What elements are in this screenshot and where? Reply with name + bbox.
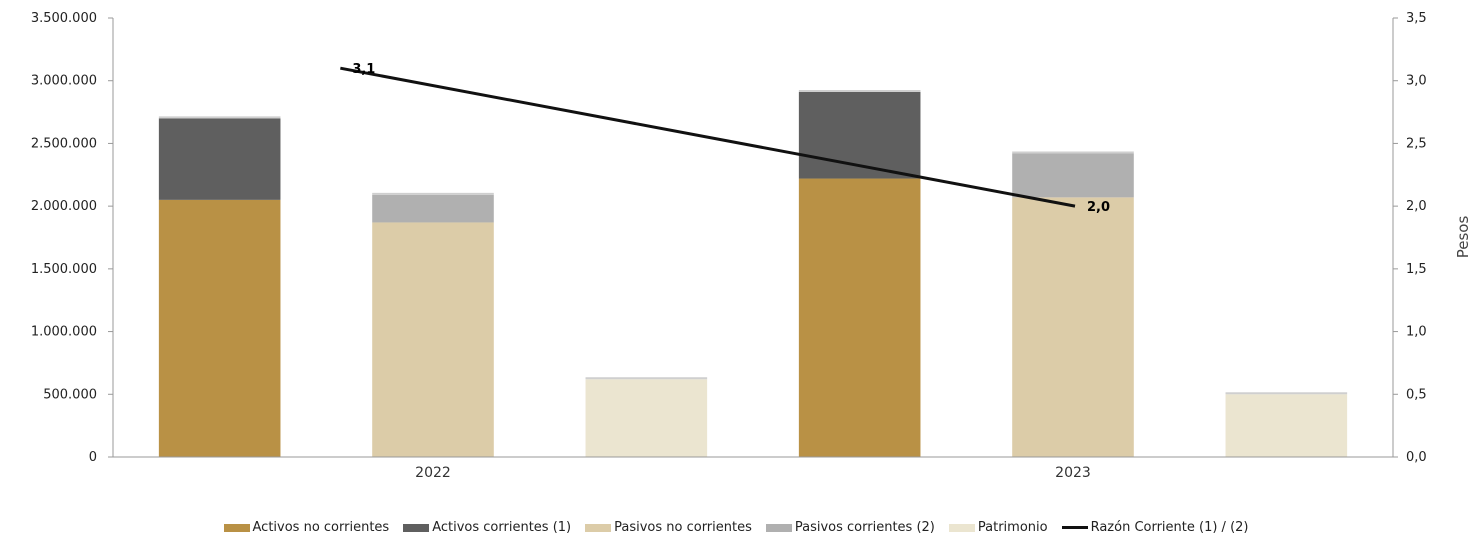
- legend: Activos no corrientes Activos corrientes …: [0, 520, 1472, 535]
- bar: [372, 194, 494, 223]
- bar-top-edge: [1225, 392, 1348, 395]
- ratio-line-path: [340, 66, 1076, 208]
- bar: [158, 199, 281, 457]
- left-axis-ticks: 0 500.000 1.000.000 1.500.000 2.000.000 2.500…: [31, 11, 113, 465]
- chart: 0 500.000 1.000.000 1.500.000 2.000.000 2.500…: [31, 11, 1472, 481]
- bar: [158, 118, 281, 200]
- legend-item: Razón Corriente (1) / (2): [1061, 520, 1249, 535]
- legend-item: Pasivos no corrientes: [585, 520, 752, 535]
- left-tick-label: 3.500.000: [31, 11, 97, 26]
- bar: [1012, 153, 1134, 198]
- right-tick-label: 0,0: [1406, 450, 1427, 465]
- ratio-line: 3,1 2,0: [340, 62, 1110, 215]
- bar-top-edge: [158, 116, 281, 119]
- legend-item: Pasivos corrientes (2): [765, 520, 935, 535]
- left-tick-label: 0: [89, 450, 97, 465]
- ratio-data-label: 3,1: [352, 62, 375, 77]
- bar: [1225, 394, 1348, 457]
- legend-swatch: [765, 523, 792, 532]
- axes: [112, 18, 1394, 458]
- left-tick-label: 1.000.000: [31, 325, 97, 340]
- right-tick-label: 2,0: [1406, 199, 1427, 214]
- legend-label: Pasivos corrientes (2): [794, 520, 935, 535]
- bar: [1012, 197, 1134, 457]
- legend-label: Activos no corrientes: [252, 520, 390, 535]
- ratio-data-label: 2,0: [1087, 200, 1110, 215]
- category-labels: 2022 2023: [415, 465, 1091, 481]
- bar: [798, 92, 921, 179]
- right-tick-label: 3,0: [1406, 74, 1427, 89]
- bar-top-edge: [1012, 151, 1134, 154]
- legend-item: Activos no corrientes: [223, 520, 390, 535]
- legend-swatch: [585, 523, 612, 532]
- category-label: 2023: [1055, 465, 1091, 481]
- category-label: 2022: [415, 465, 451, 481]
- left-tick-label: 500.000: [43, 387, 97, 402]
- right-tick-label: 0,5: [1406, 387, 1427, 402]
- bar: [798, 178, 921, 457]
- bars: [158, 90, 1348, 457]
- right-axis-label: Pesos: [1454, 216, 1472, 259]
- left-tick-label: 3.000.000: [31, 74, 97, 89]
- legend-label: Patrimonio: [977, 520, 1048, 535]
- bar-top-edge: [372, 192, 494, 195]
- legend-swatch: [948, 523, 975, 532]
- right-tick-label: 1,5: [1406, 262, 1427, 277]
- bar-top-edge: [585, 377, 708, 380]
- legend-swatch: [223, 523, 250, 532]
- legend-item: Activos corrientes (1): [403, 520, 571, 535]
- left-tick-label: 2.000.000: [31, 199, 97, 214]
- legend-item: Patrimonio: [948, 520, 1048, 535]
- bar: [372, 222, 494, 457]
- legend-label: Pasivos no corrientes: [614, 520, 752, 535]
- right-tick-label: 2,5: [1406, 136, 1427, 151]
- right-tick-label: 1,0: [1406, 325, 1427, 340]
- right-tick-label: 3,5: [1406, 11, 1427, 26]
- legend-swatch: [1061, 526, 1088, 529]
- legend-swatch: [403, 523, 430, 532]
- left-tick-label: 2.500.000: [31, 136, 97, 151]
- bar-top-edge: [798, 90, 921, 93]
- legend-label: Razón Corriente (1) / (2): [1090, 520, 1249, 535]
- left-tick-label: 1.500.000: [31, 262, 97, 277]
- legend-label: Activos corrientes (1): [432, 520, 572, 535]
- right-axis-ticks: 0,0 0,5 1,0 1,5 2,0 2,5 3,0 3,5: [1393, 11, 1427, 465]
- bar: [585, 379, 708, 457]
